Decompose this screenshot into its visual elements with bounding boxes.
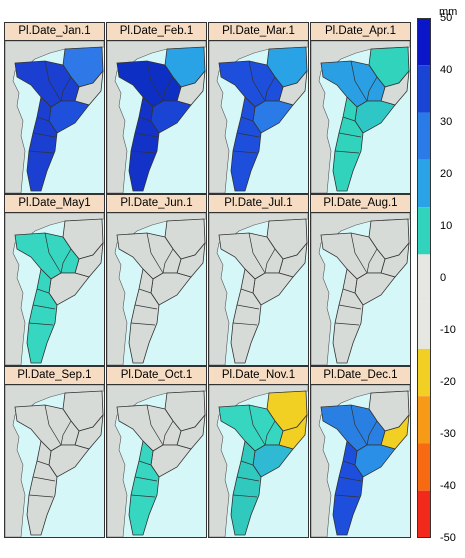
panel-map [310, 384, 411, 538]
region-coast [354, 444, 396, 478]
map-panel: Pl.Date_Aug.1 [310, 194, 411, 366]
legend-swatch [417, 65, 431, 113]
legend-swatch [417, 490, 431, 538]
color-legend: mm 50 40 30 20 10 0 -10 -20 -30 -40 -50 [417, 6, 465, 546]
panel-title: Pl.Date_Oct.1 [106, 366, 207, 385]
panel-map [4, 384, 105, 538]
map-panel: Pl.Date_Mar.1 [208, 22, 309, 194]
region-coast [150, 444, 192, 478]
country-map [209, 41, 308, 193]
region-coast [150, 100, 192, 134]
legend-swatch [417, 443, 431, 491]
legend-tick-label: -40 [440, 480, 456, 492]
map-panel: Pl.Date_Apr.1 [310, 22, 411, 194]
legend-swatch [417, 396, 431, 444]
legend-tick-label: 30 [440, 116, 453, 128]
panel-title: Pl.Date_Feb.1 [106, 22, 207, 41]
panel-title: Pl.Date_Jun.1 [106, 194, 207, 213]
country-map [5, 213, 104, 365]
country-map [5, 385, 104, 537]
region-coast [252, 444, 294, 478]
map-panel: Pl.Date_Oct.1 [106, 366, 207, 538]
province-borders [130, 232, 174, 326]
region-coast [252, 100, 294, 134]
region-coast [252, 272, 294, 306]
legend-tick-label: 10 [440, 220, 453, 232]
country-map [107, 385, 206, 537]
legend-tick-label: -10 [440, 324, 456, 336]
panel-title: Pl.Date_Sep.1 [4, 366, 105, 385]
map-panel: Pl.Date_Jan.1 [4, 22, 105, 194]
panel-title: Pl.Date_Apr.1 [310, 22, 411, 41]
region-coast [150, 272, 192, 306]
panel-title: Pl.Date_Dec.1 [310, 366, 411, 385]
map-panel: Pl.Date_Feb.1 [106, 22, 207, 194]
country-map [311, 41, 410, 193]
legend-swatch [417, 207, 431, 255]
panel-title: Pl.Date_Jul.1 [208, 194, 309, 213]
panel-map [106, 40, 207, 194]
country-map [5, 41, 104, 193]
province-borders [28, 232, 72, 326]
country-map [311, 385, 410, 537]
region-coast [48, 444, 90, 478]
map-panel: Pl.Date_Sep.1 [4, 366, 105, 538]
country-map [209, 213, 308, 365]
country-map [107, 213, 206, 365]
map-panel: Pl.Date_Dec.1 [310, 366, 411, 538]
map-panel: Pl.Date_Jul.1 [208, 194, 309, 366]
province-borders [232, 232, 276, 326]
province-borders [334, 404, 378, 498]
panel-title: Pl.Date_Nov.1 [208, 366, 309, 385]
legend-swatch [417, 159, 431, 208]
panel-title: Pl.Date_Aug.1 [310, 194, 411, 213]
province-borders [334, 232, 378, 326]
province-borders [232, 60, 276, 154]
panel-title: Pl.Date_May1 [4, 194, 105, 213]
legend-swatch [417, 18, 431, 66]
province-borders [28, 60, 72, 154]
panel-title: Pl.Date_Mar.1 [208, 22, 309, 41]
panel-map [106, 384, 207, 538]
legend-swatch [417, 254, 431, 302]
legend-tick-label: -20 [440, 376, 456, 388]
panel-map [208, 384, 309, 538]
province-borders [28, 404, 72, 498]
panel-map [310, 40, 411, 194]
region-coast [48, 272, 90, 306]
legend-colorbar [417, 18, 431, 538]
legend-unit: mm [439, 6, 458, 18]
legend-tick-label: -50 [440, 532, 456, 544]
legend-frame [417, 18, 431, 538]
legend-tick-label: 50 [440, 12, 453, 24]
region-coast [354, 100, 396, 134]
province-borders [334, 60, 378, 154]
country-map [209, 385, 308, 537]
legend-swatch [417, 112, 431, 160]
legend-tick-label: 40 [440, 64, 453, 76]
legend-tick-label: -30 [440, 428, 456, 440]
province-borders [232, 404, 276, 498]
panel-map [208, 40, 309, 194]
panel-map [4, 40, 105, 194]
country-map [311, 213, 410, 365]
map-panel: Pl.Date_May1 [4, 194, 105, 366]
panel-map [106, 212, 207, 366]
legend-tick-label: 0 [440, 272, 447, 284]
panel-map [208, 212, 309, 366]
legend-tick-label: 20 [440, 168, 453, 180]
country-map [107, 41, 206, 193]
region-coast [354, 272, 396, 306]
map-panel: Pl.Date_Nov.1 [208, 366, 309, 538]
panel-title: Pl.Date_Jan.1 [4, 22, 105, 41]
region-coast [48, 100, 90, 134]
province-borders [130, 60, 174, 154]
legend-swatch [417, 348, 431, 397]
legend-swatch [417, 301, 431, 349]
province-borders [130, 404, 174, 498]
panel-map [310, 212, 411, 366]
map-panel: Pl.Date_Jun.1 [106, 194, 207, 366]
panel-map [4, 212, 105, 366]
